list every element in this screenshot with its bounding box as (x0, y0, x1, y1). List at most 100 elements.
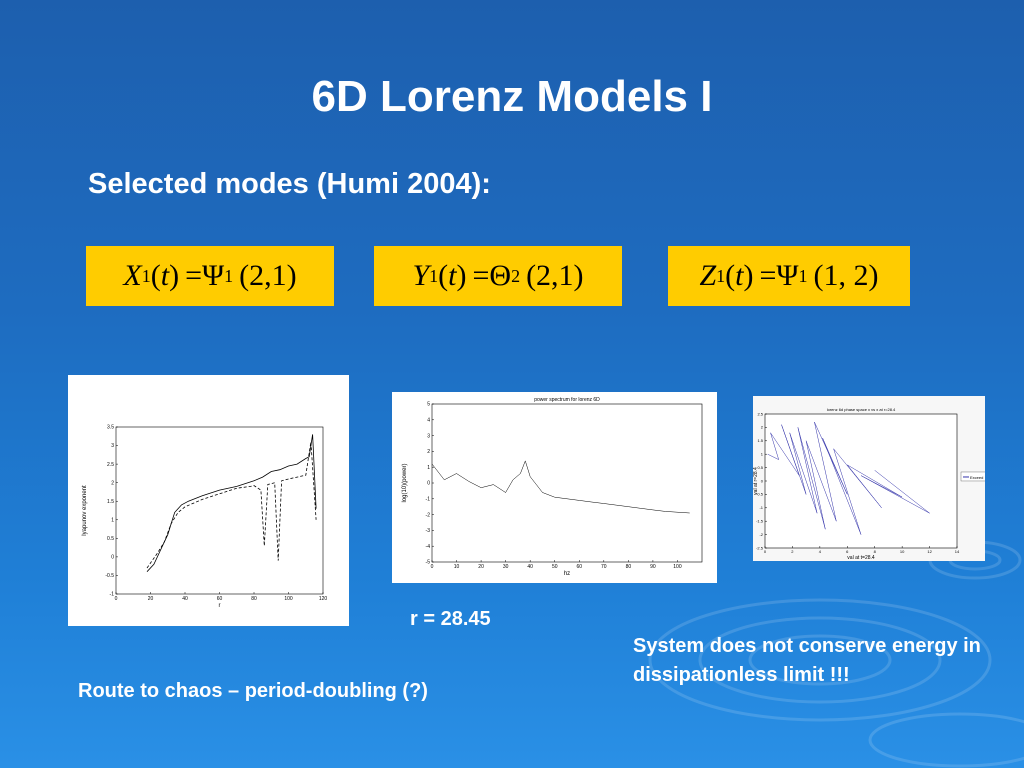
y-axis-label: log(10)(power) (402, 463, 408, 502)
y-tick-label: -4 (426, 544, 431, 550)
equation-z1: Z 1(t) = Ψ 1 (1, 2) (668, 246, 910, 306)
series-line-0 (431, 460, 690, 514)
y-tick-label: 0 (427, 481, 430, 487)
y-tick-label: -2 (426, 512, 431, 518)
x-tick-label: 30 (503, 564, 509, 570)
chart-title: lorenz 6d phase space x vs x at r=28.4 (827, 407, 896, 412)
lyapunov-chart: 0 20 40 60 80 100 120 -1 -0.5 0 0.5 1 1.5 2 2.5 3 3.5 r ly… (82, 425, 328, 609)
route-caption: Route to chaos – period-doubling (?) (78, 680, 428, 702)
x-axis-label: val at t=28.4 (847, 555, 875, 561)
x-tick-label: 100 (284, 596, 293, 602)
x-tick-label: 40 (527, 564, 533, 570)
eq-lhs-sub: 1 (716, 265, 726, 286)
x-tick-label: 0 (431, 564, 434, 570)
y-tick-label: -5 (426, 560, 431, 566)
phase-space-chart: 0 2 4 6 8 10 12 14 2.5 2 1.5 1 0.5 0 -0.5 -1 -1.5 -2 -2.5 l… (753, 407, 988, 561)
x-axis-label: hz (564, 571, 570, 577)
power-spectrum-chart: 0 10 20 30 40 50 60 70 80 90 100 -5 -4 -3 -2 -1 0 1 2 3 4 5 po… (402, 397, 703, 577)
y-tick-label: 0.5 (107, 536, 114, 542)
chart-title: power spectrum for lorenz 6D (534, 397, 600, 403)
x-tick-label: 4 (819, 549, 822, 554)
x-tick-label: 2 (791, 549, 794, 554)
lyapunov-plot-panel: 0 20 40 60 80 100 120 -1 -0.5 0 0.5 1 1.5 2 2.5 3 3.5 r ly… (68, 375, 349, 626)
y-tick-label: 2 (761, 425, 764, 430)
y-tick-label: -1.5 (756, 519, 764, 524)
eq-rhs-sub: 2 (511, 265, 521, 286)
x-tick-label: 14 (955, 549, 960, 554)
y-tick-label: -3 (426, 528, 431, 534)
eq-lhs-sub: 1 (429, 265, 439, 286)
y-tick-label: -2 (759, 532, 763, 537)
x-tick-label: 80 (251, 596, 257, 602)
y-tick-label: -1 (110, 592, 115, 598)
x-tick-label: 0 (115, 596, 118, 602)
y-tick-label: 2.5 (757, 411, 763, 416)
eq-indices: (1, 2) (813, 259, 879, 292)
power-spectrum-panel: 0 10 20 30 40 50 60 70 80 90 100 -5 -4 -3 -2 -1 0 1 2 3 4 5 po… (392, 392, 717, 583)
y-tick-label: -1 (759, 505, 763, 510)
y-axis-label: val at r=28.4 (753, 467, 759, 495)
slide-title: 6D Lorenz Models I (311, 72, 713, 121)
y-tick-label: 5 (427, 402, 430, 408)
x-tick-label: 90 (650, 564, 656, 570)
y-tick-label: 3.5 (107, 425, 114, 431)
legend-entry: Exceed (970, 475, 983, 480)
plot-frame (115, 426, 324, 595)
y-tick-label: 3 (427, 433, 430, 439)
x-tick-label: 8 (874, 549, 877, 554)
x-tick-label: 10 (454, 564, 460, 570)
y-tick-label: -2.5 (756, 545, 764, 550)
y-tick-label: 3 (111, 443, 114, 449)
plot-frame (431, 403, 703, 563)
x-tick-label: 20 (148, 596, 154, 602)
x-axis-label: r (219, 603, 221, 609)
y-tick-label: 1.5 (107, 499, 114, 505)
y-tick-label: 2 (427, 449, 430, 455)
x-tick-label: 120 (319, 596, 328, 602)
x-tick-label: 60 (217, 596, 223, 602)
eq-rhs-sub: 1 (224, 265, 234, 286)
x-tick-label: 50 (552, 564, 558, 570)
eq-arg: t (735, 259, 744, 292)
x-tick-label: 0 (764, 549, 767, 554)
eq-indices: (2,1) (239, 259, 297, 292)
equation-x1: X 1(t) = Ψ 1 (2,1) (86, 246, 334, 306)
y-tick-label: 0.5 (757, 465, 763, 470)
y-tick-label: 0 (111, 555, 114, 561)
slide-subtitle: Selected modes (Humi 2004): (88, 168, 491, 200)
r-value-caption: r = 28.45 (410, 608, 491, 630)
y-tick-label: 1 (761, 452, 764, 457)
x-tick-label: 60 (576, 564, 582, 570)
x-tick-label: 40 (182, 596, 188, 602)
plot-frame (764, 413, 958, 549)
x-tick-label: 6 (846, 549, 849, 554)
series-line-0 (146, 434, 317, 572)
eq-rhs-var: Ψ (201, 259, 225, 292)
x-tick-label: 12 (927, 549, 932, 554)
eq-lhs-var: X (123, 259, 142, 292)
eq-indices: (2,1) (526, 259, 584, 292)
eq-lhs-var: Z (699, 259, 717, 292)
series-line-0 (767, 421, 930, 535)
system-caption: System does not conserve energy in dissi… (633, 635, 981, 686)
y-tick-label: 1 (427, 465, 430, 471)
eq-lhs-sub: 1 (141, 265, 151, 286)
x-tick-label: 100 (673, 564, 682, 570)
eq-lhs-var: Y (412, 259, 430, 292)
y-axis-label: lyapunov exponent (82, 485, 88, 536)
y-tick-label: 1 (111, 517, 114, 523)
eq-arg: t (160, 259, 170, 292)
y-tick-label: 2 (111, 480, 114, 486)
x-tick-label: 10 (900, 549, 905, 554)
eq-arg: t (448, 259, 457, 292)
y-tick-label: -1 (426, 496, 431, 502)
y-tick-label: -0.5 (756, 492, 764, 497)
eq-rhs-var: Θ (489, 259, 512, 292)
x-tick-label: 70 (601, 564, 607, 570)
y-tick-label: 1.5 (757, 438, 763, 443)
eq-rhs-sub: 1 (798, 265, 808, 286)
x-tick-label: 80 (626, 564, 632, 570)
y-tick-label: 4 (427, 417, 430, 423)
y-tick-label: 0 (761, 478, 764, 483)
x-tick-label: 20 (478, 564, 484, 570)
